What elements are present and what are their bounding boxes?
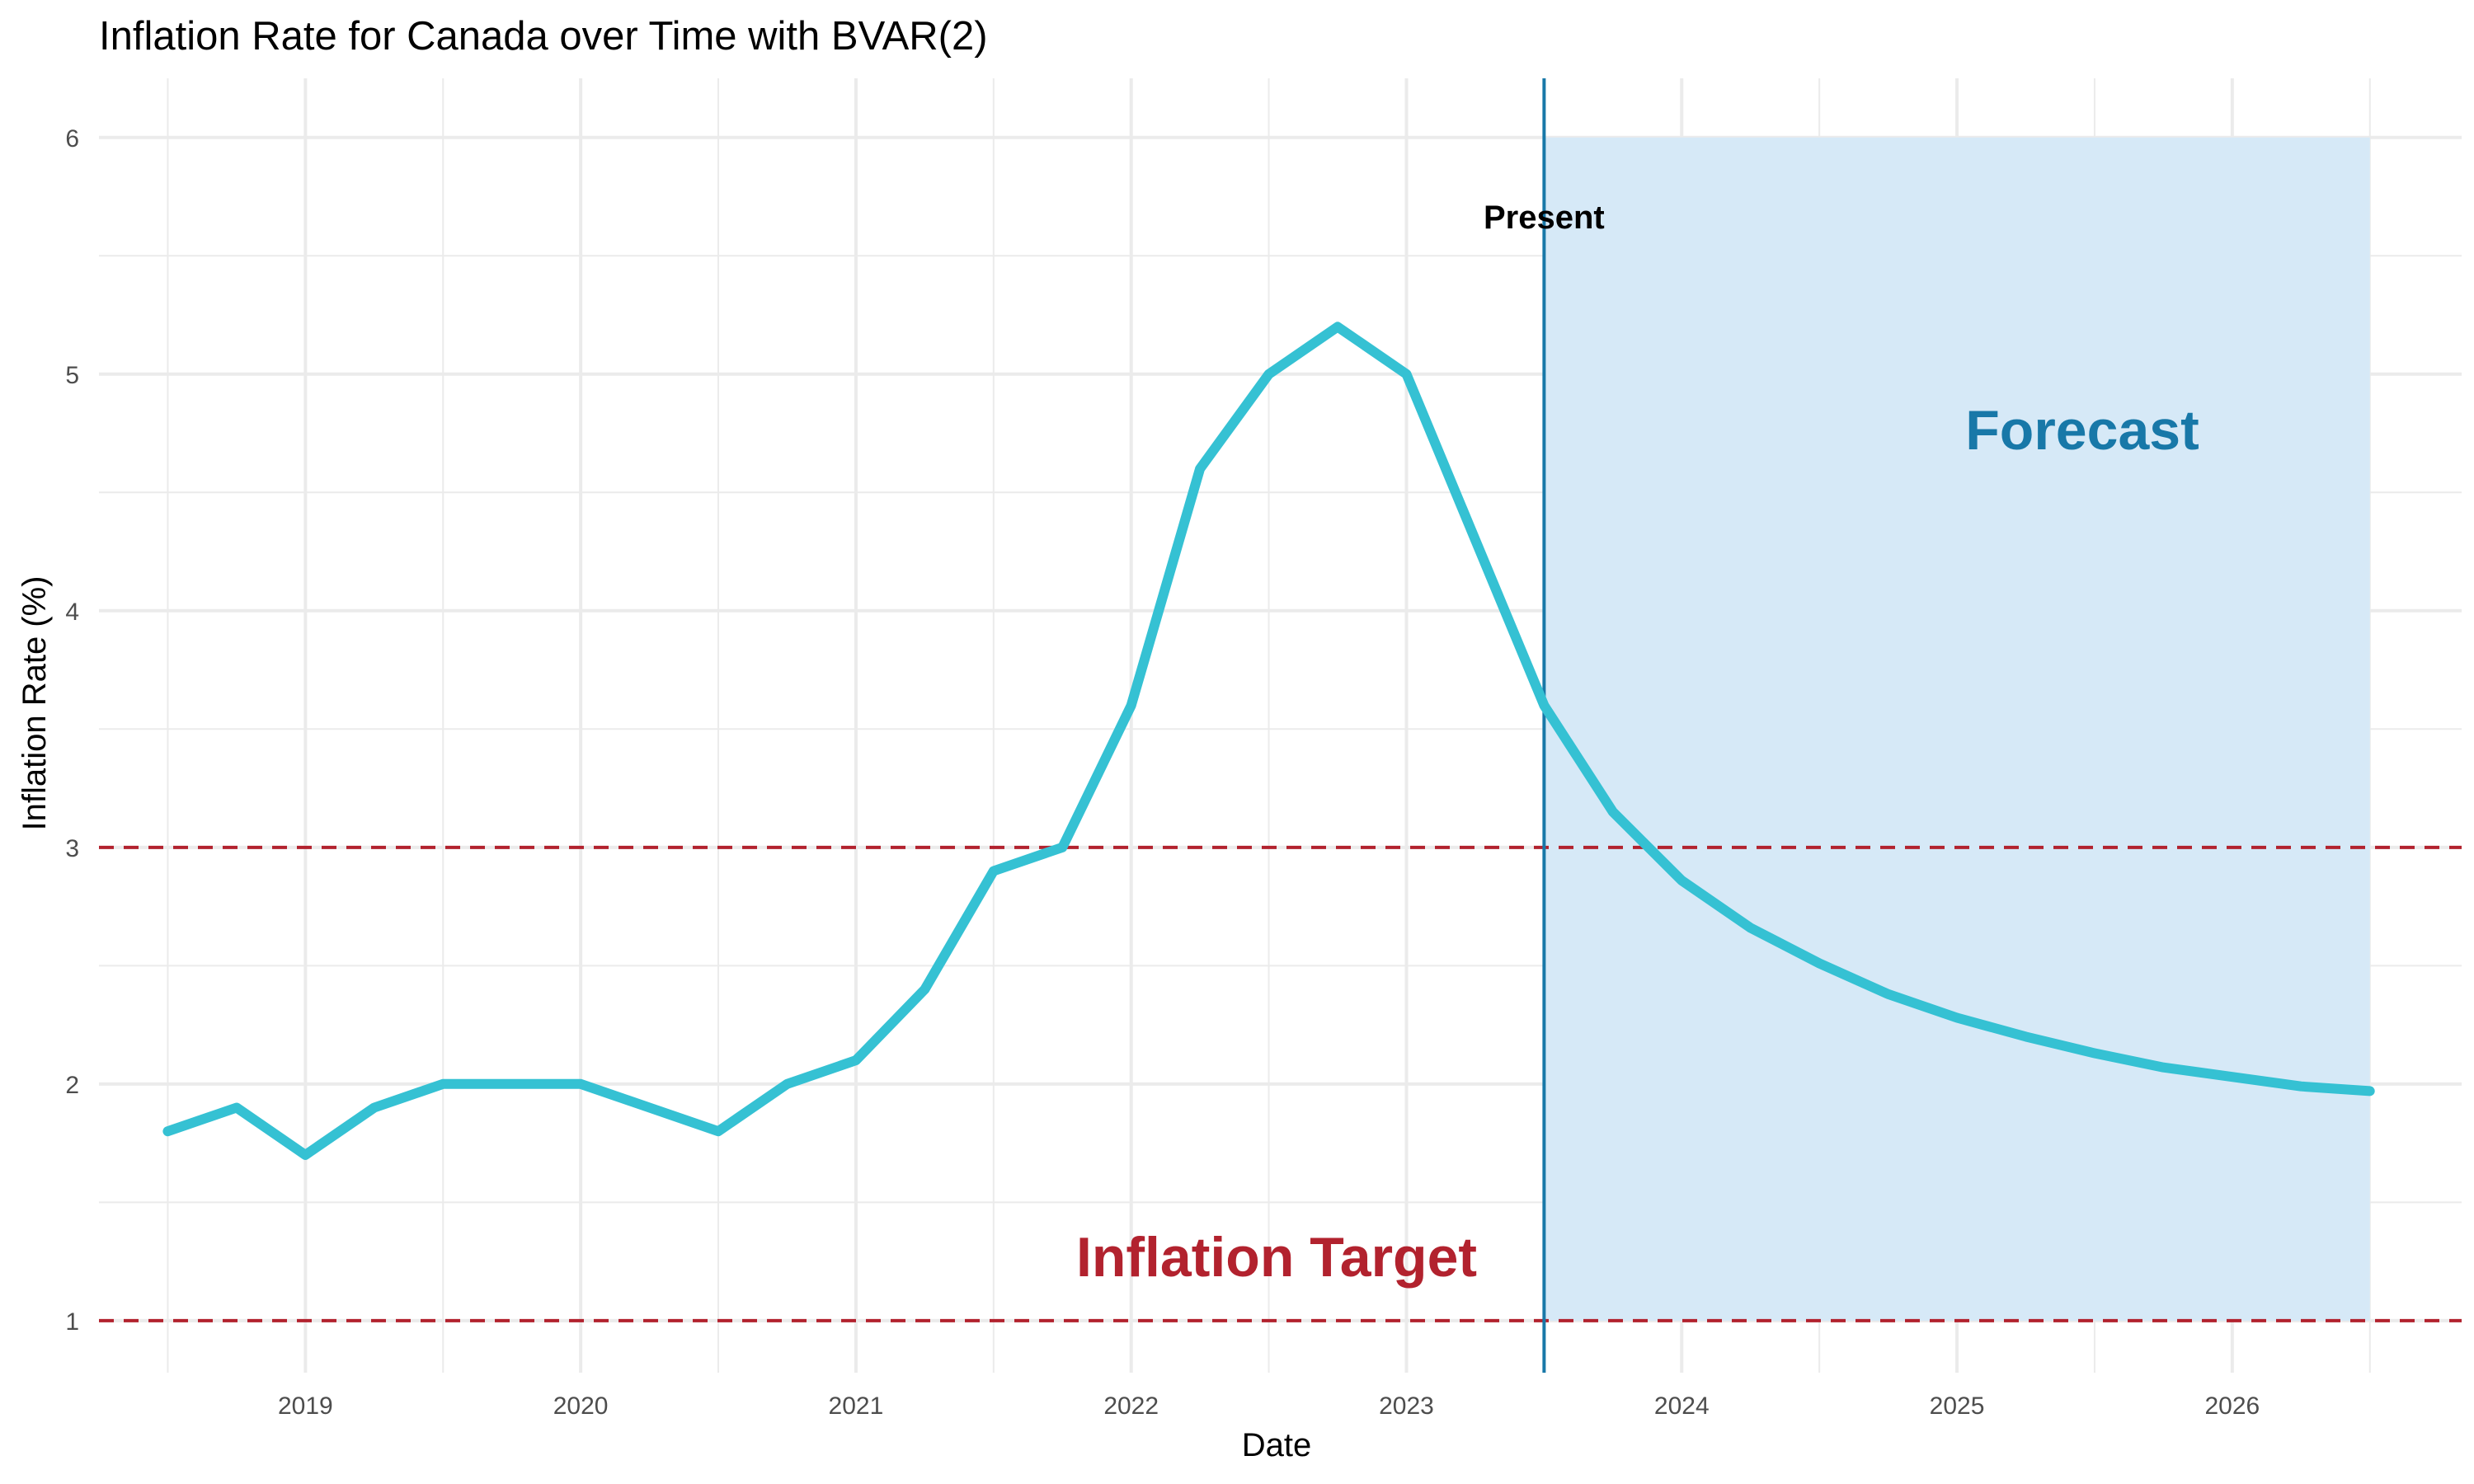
y-axis-title: Inflation Rate (%) <box>16 575 53 830</box>
x-tick-label: 2026 <box>2204 1392 2260 1420</box>
x-tick-label: 2022 <box>1103 1392 1159 1420</box>
x-tick-label: 2023 <box>1379 1392 1434 1420</box>
y-axis-tick-labels: 1 2 3 4 5 6 <box>65 125 79 1336</box>
x-tick-label: 2019 <box>278 1392 333 1420</box>
x-axis-tick-labels: 2019 2020 2021 2022 2023 2024 2025 2026 <box>278 1392 2260 1420</box>
y-tick-label: 5 <box>65 362 79 389</box>
y-tick-label: 4 <box>65 599 79 626</box>
y-tick-label: 2 <box>65 1072 79 1099</box>
x-tick-label: 2024 <box>1654 1392 1710 1420</box>
y-tick-label: 1 <box>65 1308 79 1336</box>
x-tick-label: 2021 <box>829 1392 884 1420</box>
inflation-series-line <box>162 322 2375 1160</box>
inflation-target-label: Inflation Target <box>1076 1226 1477 1289</box>
x-tick-label: 2025 <box>1930 1392 1985 1420</box>
chart-title: Inflation Rate for Canada over Time with… <box>99 14 988 59</box>
y-tick-label: 6 <box>65 125 79 153</box>
present-label: Present <box>1484 200 1605 236</box>
y-tick-label: 3 <box>65 835 79 862</box>
forecast-region <box>1544 137 2370 1321</box>
inflation-target-lines <box>99 845 2462 1322</box>
x-axis-title: Date <box>1242 1427 1312 1463</box>
forecast-label: Forecast <box>1965 399 2199 462</box>
x-tick-label: 2020 <box>553 1392 609 1420</box>
